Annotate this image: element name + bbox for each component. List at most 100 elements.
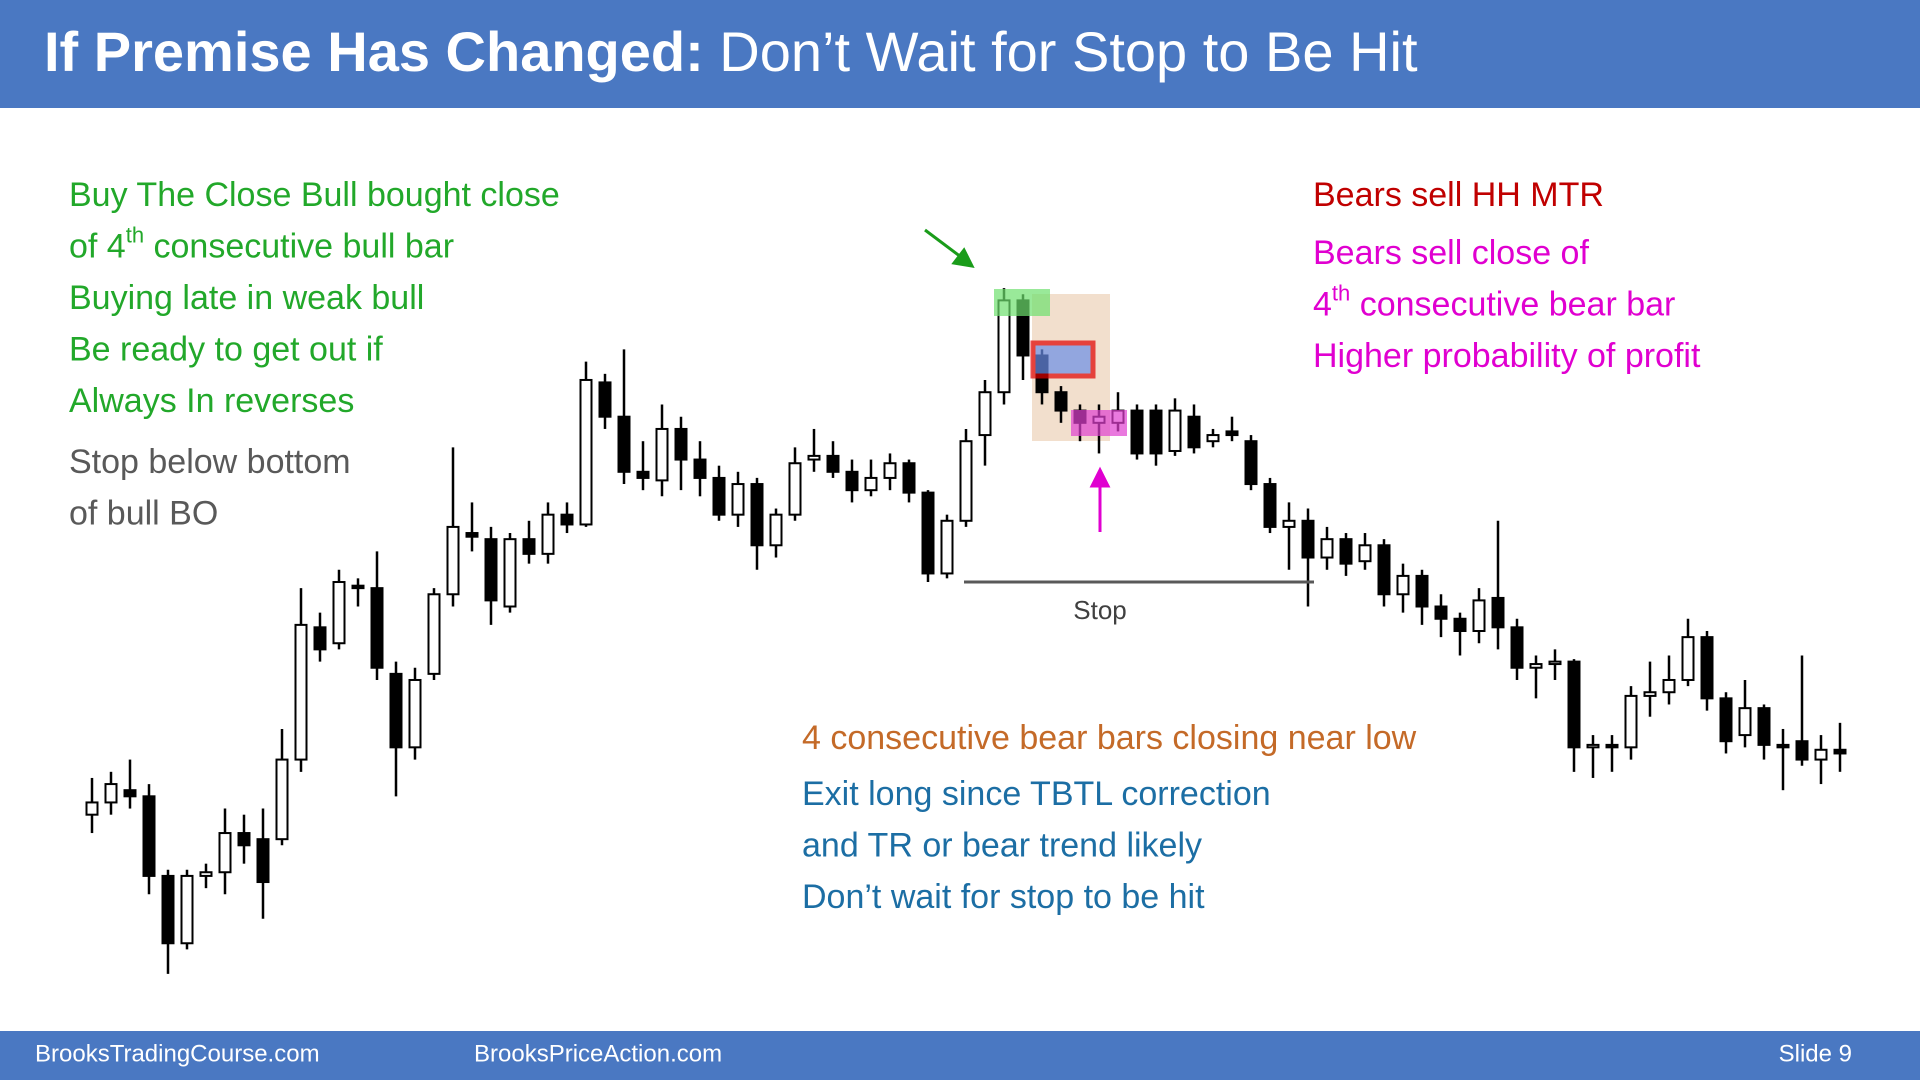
footer-bar	[0, 1031, 1920, 1080]
bear-close-highlight	[1071, 410, 1127, 436]
bears-close-note: 4th consecutive bear bar	[1313, 280, 1675, 323]
bear-candle	[1491, 596, 1505, 629]
arrow-head	[1089, 466, 1111, 488]
bull-candle	[579, 378, 593, 526]
bull-candle	[1206, 434, 1220, 443]
bull-candle	[1396, 574, 1410, 596]
bear-candle	[560, 513, 574, 526]
green-arrow	[924, 228, 975, 268]
bear-candle	[1776, 743, 1790, 749]
bull-candle	[294, 623, 308, 761]
bull-candle	[541, 513, 555, 555]
bull-candle	[655, 427, 669, 482]
title: If Premise Has Changed: Don’t Wait for S…	[44, 20, 1418, 83]
bull-candle	[1681, 636, 1695, 681]
bear-candle	[1719, 697, 1733, 743]
bear-candle	[921, 491, 935, 575]
bear-candle	[389, 672, 403, 749]
bear-candle	[256, 838, 270, 884]
bull-candle	[940, 519, 954, 575]
bear-candle	[1054, 391, 1068, 412]
bears-close-note: Bears sell close of	[1313, 234, 1589, 272]
bear-candle	[826, 454, 840, 473]
bear-candle	[1377, 544, 1391, 596]
bull-candle	[218, 832, 232, 874]
bear-candle	[750, 483, 764, 547]
buy-highlight	[994, 289, 1050, 316]
bear-candle	[1795, 740, 1809, 761]
bear-candle	[1130, 409, 1144, 455]
bull-candle	[332, 581, 346, 645]
bull-candle	[446, 525, 460, 596]
bull-candle	[1529, 663, 1543, 669]
annotations: Buy The Close Bull bought close of 4th co…	[69, 176, 1701, 916]
bear-candle	[237, 832, 251, 847]
text-part: consecutive bear bar	[1350, 285, 1675, 323]
bull-candle	[788, 462, 802, 516]
bear-candle	[1225, 430, 1239, 437]
bull-candle	[1643, 691, 1657, 697]
bear-candle	[351, 584, 365, 590]
bears-note: Bears sell HH MTR	[1313, 176, 1604, 214]
bear-candle	[161, 874, 175, 945]
bull-candle	[408, 678, 422, 749]
bear-candle	[1244, 440, 1258, 486]
bear-candle	[313, 626, 327, 651]
bear-candle	[370, 587, 384, 669]
bull-note: of 4th consecutive bull bar	[69, 222, 454, 265]
slide-number: Slide 9	[1779, 1040, 1852, 1067]
magenta-arrow	[1089, 466, 1111, 532]
bear-candle	[636, 470, 650, 479]
bull-candle	[978, 391, 992, 437]
stop-note: of bull BO	[69, 494, 218, 532]
bull-candle	[1358, 544, 1372, 563]
bear-candle	[1605, 743, 1619, 749]
bear-candle	[1757, 707, 1771, 746]
bull-candle	[1282, 519, 1296, 528]
bears-close-note: Higher probability of profit	[1313, 337, 1701, 375]
title-bar	[0, 0, 1920, 108]
bull-note: Buying late in weak bull	[69, 279, 424, 317]
superscript: th	[1332, 280, 1350, 305]
bear-candle	[1700, 636, 1714, 700]
bull-candle	[1320, 538, 1334, 559]
arrow-head	[951, 247, 975, 268]
bull-candle	[1662, 678, 1676, 694]
bull-candle	[864, 476, 878, 492]
bear-candle	[693, 458, 707, 479]
bull-candle	[199, 871, 213, 877]
bull-candle	[731, 483, 745, 516]
bear-candle	[1301, 519, 1315, 559]
bull-candle	[807, 454, 821, 461]
bear-candle	[1510, 626, 1524, 669]
title-bold: If Premise Has Changed:	[44, 20, 704, 83]
bull-candle	[959, 440, 973, 522]
bull-candle	[883, 462, 897, 479]
footer-middle: BrooksPriceAction.com	[474, 1040, 722, 1067]
bear-candle	[484, 538, 498, 602]
bear-candle	[1415, 574, 1429, 608]
bear-candle	[1263, 483, 1277, 528]
bear-candle	[465, 532, 479, 538]
bull-note: Buy The Close Bull bought close	[69, 176, 560, 214]
bull-candle	[427, 593, 441, 675]
bear-candle	[1567, 660, 1581, 749]
bull-candle	[1168, 409, 1182, 452]
text-part: consecutive bull bar	[144, 227, 454, 265]
exit-note: Exit long since TBTL correction	[802, 775, 1271, 813]
bear-candle	[1453, 617, 1467, 633]
bull-candle	[1548, 660, 1562, 666]
bull-candle	[503, 538, 517, 608]
footer-left: BrooksTradingCourse.com	[35, 1040, 320, 1067]
bull-candle	[769, 513, 783, 547]
bull-candle	[1586, 743, 1600, 749]
bull-note: Always In reverses	[69, 382, 354, 420]
bear-candle	[522, 538, 536, 555]
exit-note: and TR or bear trend likely	[802, 826, 1202, 864]
bull-candle	[1738, 707, 1752, 737]
bull-candle	[275, 758, 289, 841]
bull-candle	[85, 801, 99, 816]
stop-label: Stop	[1073, 595, 1127, 625]
bull-candle	[180, 874, 194, 945]
